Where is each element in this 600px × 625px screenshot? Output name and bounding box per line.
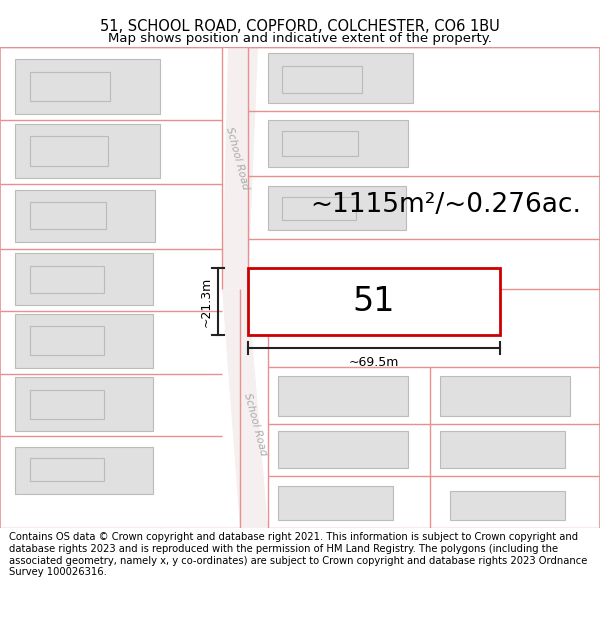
Text: Contains OS data © Crown copyright and database right 2021. This information is : Contains OS data © Crown copyright and d…: [9, 532, 587, 578]
Bar: [30, 326, 104, 355]
Bar: [282, 197, 356, 220]
Bar: [268, 120, 408, 167]
Polygon shape: [222, 289, 268, 528]
Text: School Road: School Road: [242, 391, 268, 456]
Text: Map shows position and indicative extent of the property.: Map shows position and indicative extent…: [108, 32, 492, 45]
Text: School Road: School Road: [224, 126, 250, 191]
Bar: [278, 431, 408, 468]
Text: 51: 51: [353, 285, 395, 318]
Text: 51, SCHOOL ROAD, COPFORD, COLCHESTER, CO6 1BU: 51, SCHOOL ROAD, COPFORD, COLCHESTER, CO…: [100, 19, 500, 34]
Bar: [30, 72, 110, 101]
Bar: [30, 389, 104, 419]
Bar: [440, 376, 570, 416]
Bar: [440, 431, 565, 468]
Bar: [30, 202, 106, 229]
Bar: [268, 186, 406, 230]
Text: ~1115m²/~0.276ac.: ~1115m²/~0.276ac.: [310, 192, 581, 218]
Bar: [30, 266, 104, 292]
Bar: [282, 66, 362, 92]
Bar: [278, 376, 408, 416]
Bar: [30, 136, 108, 166]
Text: ~21.3m: ~21.3m: [200, 276, 213, 327]
Bar: [15, 377, 153, 431]
Bar: [282, 131, 358, 156]
Bar: [15, 314, 153, 368]
Bar: [248, 268, 500, 336]
Bar: [15, 253, 153, 305]
Polygon shape: [222, 47, 258, 289]
Bar: [15, 59, 160, 114]
Bar: [30, 458, 104, 481]
Bar: [278, 486, 393, 520]
Bar: [15, 447, 153, 494]
Bar: [268, 53, 413, 103]
Bar: [450, 491, 565, 520]
Bar: [15, 124, 160, 178]
Bar: [15, 189, 155, 242]
Text: ~69.5m: ~69.5m: [349, 356, 399, 369]
